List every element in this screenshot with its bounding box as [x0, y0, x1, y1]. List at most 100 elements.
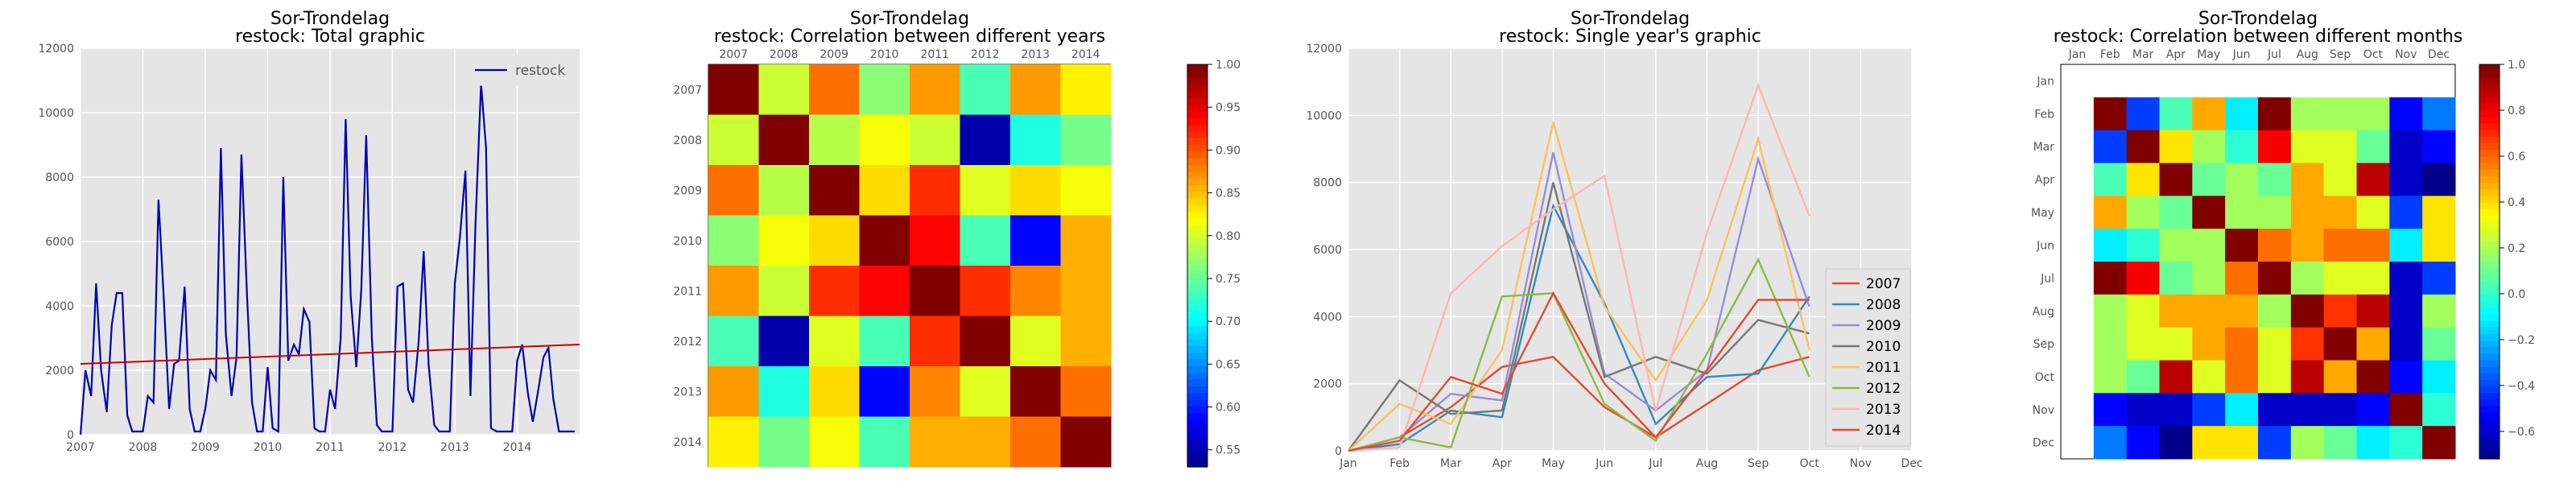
heatmap-cell: [2389, 229, 2423, 262]
colorbar-segment: [1187, 77, 1208, 85]
heatmap-cell: [960, 165, 1011, 216]
colorbar-segment: [2479, 150, 2500, 157]
chart-title-line: Sor-Trondelag: [1571, 9, 1690, 29]
x-tick-label: Aug: [1696, 457, 1718, 470]
colorbar-segment: [2479, 130, 2500, 138]
heatmap-cell: [2323, 97, 2357, 131]
legend-label-2013: 2013: [1866, 402, 1901, 418]
heatmap-cell: [960, 215, 1011, 266]
heatmap-left-label: 2008: [673, 134, 702, 147]
colorbar-tick-label: 0.85: [1216, 188, 1241, 200]
heatmap-cell: [2159, 130, 2193, 163]
heatmap-cell: [1060, 316, 1112, 367]
chart-title-line: restock: Correlation between different m…: [2054, 27, 2463, 47]
colorbar-segment: [2479, 84, 2500, 92]
colorbar-segment: [2479, 183, 2500, 190]
heatmap-left-label: Nov: [2033, 404, 2054, 417]
heatmap-cell: [1010, 114, 1061, 166]
heatmap-cell: [1010, 366, 1061, 417]
colorbar-segment: [2479, 347, 2500, 354]
colorbar-segment: [1187, 319, 1208, 327]
colorbar-segment: [1187, 413, 1208, 421]
colorbar-segment: [2479, 117, 2500, 125]
heatmap-cell: [2093, 360, 2128, 394]
heatmap-cell: [2356, 196, 2390, 229]
heatmap-cell: [2290, 393, 2325, 427]
heatmap-cell: [2192, 196, 2226, 229]
heatmap-top-label: Oct: [2363, 48, 2384, 61]
heatmap-cell: [2422, 196, 2456, 229]
heatmap-cell: [2323, 130, 2357, 163]
x-tick-label: 2011: [316, 441, 345, 454]
heatmap-cell: [708, 366, 759, 417]
heatmap-cell: [2093, 229, 2128, 262]
colorbar-segment: [2479, 169, 2500, 177]
heatmap-top-label: Sep: [2330, 48, 2351, 61]
heatmap-cell: [2356, 229, 2390, 262]
colorbar-segment: [1187, 198, 1208, 206]
colorbar-segment: [2479, 380, 2500, 387]
series-line-2014: [1348, 291, 1810, 452]
heatmap-cell: [2356, 130, 2390, 163]
x-tick-label: 2013: [440, 441, 469, 454]
colorbar-segment: [1187, 366, 1208, 374]
heatmap-cell: [2389, 130, 2423, 163]
colorbar-segment: [1187, 286, 1208, 293]
heatmap-top-label: Dec: [2428, 48, 2450, 61]
heatmap-cell: [2422, 262, 2456, 295]
colorbar-segment: [1187, 447, 1208, 454]
heatmap-cell: [2290, 294, 2325, 328]
colorbar-segment: [2479, 386, 2500, 394]
colorbar-segment: [1187, 440, 1208, 448]
chart-title-line: Sor-Trondelag: [270, 9, 390, 29]
heatmap-left-label: Oct: [2035, 371, 2055, 384]
series-line-2007: [1348, 356, 1810, 452]
heatmap-cell: [2159, 196, 2193, 229]
colorbar-segment: [2479, 71, 2500, 78]
colorbar-segment: [2479, 64, 2500, 72]
heatmap-cell: [2225, 163, 2259, 196]
heatmap-cell: [2225, 360, 2259, 394]
heatmap-cell: [2422, 393, 2456, 427]
heatmap-cell: [2389, 294, 2423, 328]
heatmap-cell: [2258, 426, 2292, 460]
heatmap-cell: [2258, 229, 2292, 262]
heatmap-cell: [2093, 393, 2128, 427]
heatmap-cell: [2126, 426, 2160, 460]
heatmap-cell: [960, 316, 1011, 367]
colorbar-segment: [1187, 373, 1208, 381]
colorbar-segment: [2479, 136, 2500, 144]
heatmap-top-label: 2007: [719, 48, 748, 61]
heatmap-cell: [2159, 262, 2193, 295]
heatmap-left-label: 2007: [673, 84, 702, 97]
x-tick-label: Jun: [1595, 457, 1613, 470]
heatmap-cell: [2389, 426, 2423, 460]
heatmap-cell: [1010, 416, 1061, 468]
colorbar-segment: [2479, 189, 2500, 196]
legend-label-2011: 2011: [1866, 360, 1901, 376]
heatmap-cell: [2192, 360, 2226, 394]
heatmap-cell: [2258, 97, 2292, 131]
heatmap-cell: [960, 266, 1011, 316]
heatmap-left-label: 2009: [673, 184, 702, 197]
heatmap-cell: [1060, 215, 1112, 266]
colorbar-tick-label: 0.95: [1216, 101, 1241, 114]
heatmap-cell: [1060, 114, 1112, 166]
heatmap-cell: [2159, 97, 2193, 131]
colorbar-segment: [2479, 229, 2500, 236]
heatmap-cell: [809, 266, 860, 316]
colorbar-segment: [1187, 218, 1208, 226]
colorbar-segment: [1187, 460, 1208, 468]
heatmap-cell: [2225, 229, 2259, 262]
series-line-2013: [1348, 82, 1810, 452]
colorbar-segment: [1187, 427, 1208, 434]
heatmap-cell: [2258, 294, 2292, 328]
chart-title-line: restock: Single year's graphic: [1499, 27, 1761, 47]
y-tick-label: 8000: [1313, 177, 1342, 190]
colorbar-segment: [1187, 393, 1208, 401]
heatmap-cell: [2192, 262, 2226, 295]
heatmap-cell: [2126, 393, 2160, 427]
heatmap-cell: [1060, 266, 1112, 316]
heatmap-cell: [2323, 426, 2357, 460]
heatmap-cell: [2290, 229, 2325, 262]
